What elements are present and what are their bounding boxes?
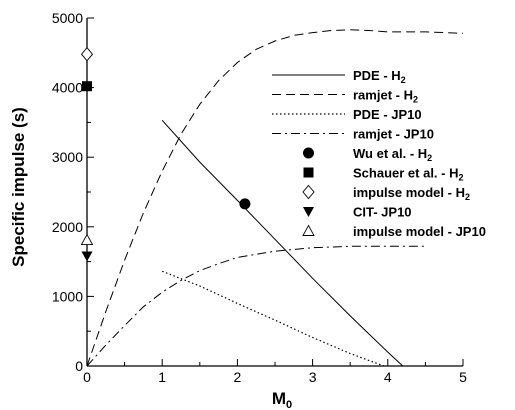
- legend-entry-2-label-text: ramjet - H: [353, 88, 413, 103]
- legend-entry-4-label-text: ramjet - JP10: [353, 127, 434, 142]
- series-1-line: [161, 119, 404, 367]
- plot-area: [80, 29, 464, 367]
- x-tick-label: 4: [384, 369, 392, 385]
- y-tick-label: 5000: [52, 10, 83, 26]
- legend-entry-8-label: CIT- JP10: [353, 205, 412, 220]
- legend-entry-1-label: PDE - H2: [353, 68, 406, 85]
- legend-entry-9-label: impulse model - JP10: [353, 224, 486, 239]
- legend-entry-3-label: PDE - JP10: [353, 107, 422, 122]
- legend-entry-7-label-text: impulse model - H: [353, 185, 465, 200]
- y-tick-label: 4000: [52, 80, 83, 96]
- legend-entry-7-label-subscript: 2: [465, 192, 470, 202]
- legend-entry-7-marker: [302, 184, 315, 200]
- series-4-line: [86, 245, 426, 367]
- y-tick-label: 3000: [52, 149, 83, 165]
- legend-entry-9-marker: [302, 224, 315, 236]
- x-axis-title-text: M: [272, 389, 286, 408]
- legend-entry-2-label: ramjet - H2: [353, 88, 418, 105]
- x-tick-label: 1: [158, 369, 166, 385]
- x-tick-label: 2: [234, 369, 242, 385]
- legend-entry-5-label: Wu et al. - H2: [353, 146, 432, 163]
- legend-entry-6-label: Schauer et al. - H2: [353, 166, 464, 183]
- legend-entry-5-label-subscript: 2: [427, 153, 432, 163]
- series-6-point: [82, 81, 92, 92]
- x-tick-label: 0: [83, 369, 91, 385]
- legend-entry-9-label-text: impulse model - JP10: [353, 224, 486, 239]
- x-axis-title-subscript: 0: [286, 399, 292, 410]
- legend-entry-1-label-text: PDE - H: [353, 68, 401, 83]
- series-8-point: [81, 251, 93, 262]
- tick-labels: 0 1 2 3 4 5 0 1000 2000 3000 4000 5000: [52, 10, 467, 385]
- legend-entry-4-label: ramjet - JP10: [353, 127, 434, 142]
- x-tick-label: 3: [309, 369, 317, 385]
- series-5-point: [239, 198, 251, 210]
- legend-entry-2-label-subscript: 2: [413, 95, 418, 105]
- y-axis-title: Specific impulse (s): [9, 107, 28, 267]
- series-2-line: [86, 29, 464, 367]
- series-3-line: [161, 270, 385, 367]
- series-9-point: [80, 233, 94, 245]
- y-tick-label: 2000: [52, 219, 83, 235]
- legend-entry-3-label-text: PDE - JP10: [353, 107, 422, 122]
- x-axis-title: M0: [272, 389, 292, 410]
- x-tick-label: 5: [459, 369, 467, 385]
- legend-entry-7-label: impulse model - H2: [353, 185, 470, 202]
- legend-entry-6-label-text: Schauer et al. - H: [353, 166, 458, 181]
- y-tick-label: 0: [75, 358, 83, 374]
- legend-entry-1-label-subscript: 2: [401, 75, 406, 85]
- legend-entry-8-label-text: CIT- JP10: [353, 205, 412, 220]
- legend-entry-8-marker: [303, 207, 314, 217]
- legend-entry-5-marker: [303, 147, 314, 159]
- legend-entry-5-label-text: Wu et al. - H: [353, 146, 427, 161]
- y-tick-label: 1000: [52, 288, 83, 304]
- series-7-point: [80, 46, 94, 62]
- legend-entry-6-label-subscript: 2: [458, 173, 463, 183]
- legend-entry-6-marker: [303, 167, 314, 178]
